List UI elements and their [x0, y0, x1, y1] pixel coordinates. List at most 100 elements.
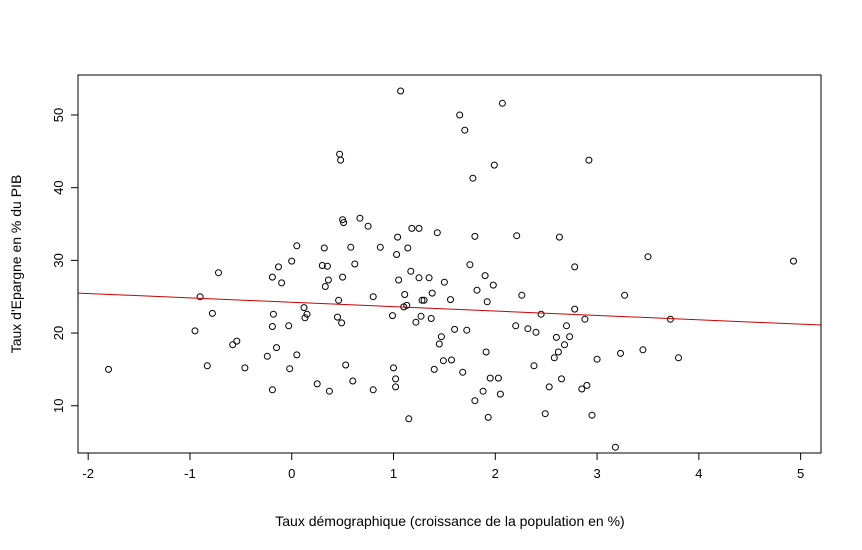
data-point — [666, 315, 674, 323]
x-tick-label: 1 — [390, 466, 397, 481]
data-point — [313, 380, 321, 388]
data-point — [417, 312, 425, 320]
data-point — [408, 224, 416, 232]
x-axis-label: Taux démographique (croissance de la pop… — [275, 513, 624, 529]
data-point — [585, 156, 593, 164]
data-point — [369, 293, 377, 301]
data-point — [394, 233, 402, 241]
y-tick-label: 30 — [51, 253, 66, 267]
regression-line-layer — [77, 292, 822, 326]
y-tick-label: 40 — [51, 180, 66, 194]
data-point — [278, 279, 286, 287]
data-point — [588, 411, 596, 419]
data-point — [483, 298, 491, 306]
data-point — [479, 387, 487, 395]
data-point — [334, 313, 341, 321]
data-point — [530, 362, 538, 370]
data-point — [233, 337, 241, 345]
data-point — [293, 351, 301, 359]
data-point — [617, 349, 624, 357]
data-point — [427, 315, 435, 322]
data-point — [389, 312, 396, 320]
data-point — [512, 322, 520, 330]
data-point — [369, 386, 377, 394]
data-point — [555, 233, 563, 241]
data-point — [578, 385, 586, 393]
data-point — [263, 352, 271, 360]
data-point — [456, 111, 464, 119]
data-point — [484, 413, 492, 421]
data-point — [191, 327, 199, 335]
data-point — [790, 257, 797, 265]
data-point — [524, 325, 532, 333]
data-point — [563, 322, 570, 330]
data-point — [393, 251, 401, 258]
data-point — [390, 364, 397, 372]
data-point — [349, 377, 357, 385]
data-point — [342, 361, 350, 369]
data-point — [566, 333, 574, 341]
data-point — [469, 174, 477, 182]
data-point — [496, 390, 504, 398]
data-point — [440, 278, 448, 286]
data-point — [397, 87, 405, 95]
data-point — [356, 214, 364, 222]
data-point — [273, 344, 280, 352]
data-point — [481, 272, 489, 280]
data-point — [415, 224, 423, 232]
x-axis: -2 -1 0 1 2 3 4 5 — [82, 452, 804, 481]
data-point — [425, 274, 433, 282]
data-point — [541, 410, 549, 418]
data-point — [494, 374, 502, 382]
data-point — [241, 364, 249, 372]
data-point — [415, 274, 423, 282]
data-point — [489, 281, 497, 289]
data-point — [288, 257, 296, 265]
data-point — [269, 310, 277, 318]
data-point — [229, 341, 237, 349]
data-point — [447, 296, 454, 304]
data-point — [303, 310, 311, 318]
data-point — [215, 269, 222, 277]
data-point — [571, 305, 579, 313]
data-point — [471, 397, 479, 405]
x-tick-label: 2 — [492, 466, 499, 481]
data-point — [407, 267, 415, 275]
points-layer — [105, 87, 797, 451]
data-point — [430, 365, 438, 373]
y-tick-label: 20 — [51, 326, 66, 340]
data-point — [392, 375, 400, 383]
data-point — [300, 304, 308, 312]
data-point — [418, 296, 426, 304]
y-axis: 10 20 30 40 50 — [51, 108, 79, 413]
data-point — [293, 242, 301, 250]
data-point — [486, 374, 494, 382]
data-point — [335, 296, 343, 304]
data-point — [459, 368, 467, 376]
data-point — [428, 289, 436, 297]
data-point — [404, 244, 412, 252]
data-point — [208, 309, 216, 317]
data-point — [340, 219, 348, 227]
data-point — [518, 291, 526, 299]
data-point — [561, 341, 568, 349]
data-point — [301, 314, 309, 322]
data-point — [325, 387, 333, 395]
data-point — [466, 261, 474, 269]
data-point — [321, 283, 329, 290]
y-axis-label: Taux d'Epargne en % du PIB — [8, 175, 24, 354]
data-point — [337, 156, 345, 164]
data-point — [105, 365, 112, 373]
data-point — [203, 362, 211, 370]
data-point — [405, 415, 413, 423]
data-point — [339, 273, 347, 281]
x-tick-label: -1 — [184, 466, 196, 481]
data-point — [395, 276, 403, 284]
data-point — [644, 253, 652, 261]
data-point — [448, 356, 455, 364]
data-point — [318, 262, 326, 269]
data-point — [403, 301, 411, 309]
data-point — [471, 232, 479, 240]
data-point — [347, 243, 355, 251]
regression-line — [77, 292, 822, 326]
